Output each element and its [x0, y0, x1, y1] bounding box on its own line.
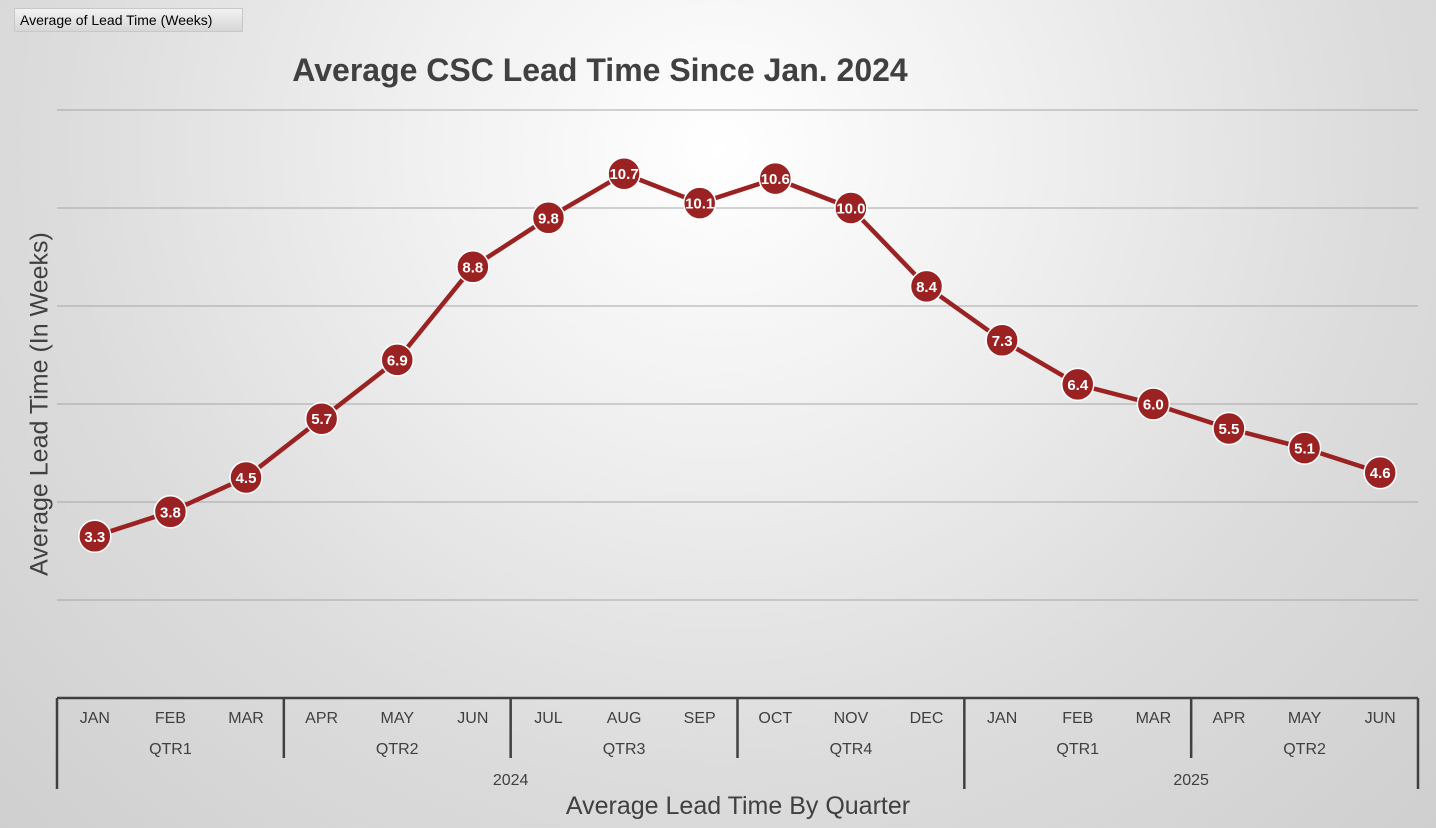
data-label: 10.0	[836, 201, 865, 218]
year-tick-label: 2025	[1173, 772, 1209, 789]
data-label: 4.5	[236, 470, 257, 487]
series-line-layer	[92, 171, 1383, 539]
data-label: 8.4	[916, 279, 938, 296]
data-point-marker	[1363, 455, 1397, 490]
month-tick-label: FEB	[155, 710, 186, 727]
month-tick-label: DEC	[910, 710, 944, 727]
gridlines	[57, 109, 1418, 601]
data-point-marker	[229, 460, 263, 495]
series-line	[92, 171, 1383, 539]
data-point-marker	[1136, 387, 1171, 421]
month-tick-label: MAR	[1136, 710, 1172, 727]
data-label: 8.8	[462, 259, 483, 276]
month-tick-label: JUN	[457, 710, 488, 727]
data-point-marker	[380, 343, 414, 377]
data-point-marker	[78, 519, 112, 554]
category-axis: JAN FEB MAR APR MAY JUN JUL AUG SEP OCT NOV DEC JAN F…	[55, 696, 1420, 789]
data-point-marker	[1212, 411, 1246, 446]
month-tick-label: APR	[1213, 710, 1246, 727]
data-point-marker	[834, 191, 868, 225]
month-tick-label: JAN	[987, 710, 1017, 727]
data-label: 9.8	[538, 210, 559, 227]
month-tick-label: JUN	[1365, 710, 1396, 727]
data-label: 5.5	[1219, 421, 1240, 438]
month-tick-label: NOV	[834, 710, 869, 727]
data-point-marker	[909, 269, 944, 304]
data-point-marker	[456, 250, 490, 284]
data-point-marker	[607, 156, 641, 191]
month-tick-label: OCT	[758, 710, 792, 727]
data-point-marker	[1061, 367, 1095, 402]
data-label: 10.1	[685, 196, 714, 213]
data-label: 5.1	[1294, 441, 1315, 458]
data-point-marker	[758, 161, 793, 196]
field-button-average-lead-time[interactable]: Average of Lead Time (Weeks)	[14, 8, 243, 32]
quarter-tick-label: QTR3	[603, 741, 646, 758]
x-axis-title: Average Lead Time By Quarter	[565, 792, 911, 820]
data-point-marker	[153, 495, 188, 529]
quarter-tick-label: QTR2	[376, 741, 419, 758]
data-label: 10.6	[761, 171, 790, 188]
month-tick-label: APR	[305, 710, 338, 727]
month-tick-label: JAN	[80, 710, 110, 727]
data-label: 5.7	[311, 411, 332, 428]
month-tick-label: SEP	[684, 710, 716, 727]
data-label: 3.8	[160, 504, 181, 521]
data-label: 3.3	[84, 529, 105, 546]
month-tick-label: MAR	[228, 710, 264, 727]
month-tick-label: AUG	[607, 710, 642, 727]
quarter-tick-label: QTR4	[830, 741, 873, 758]
month-tick-label: FEB	[1062, 710, 1093, 727]
data-point-marker	[985, 323, 1019, 358]
month-tick-label: MAY	[1288, 710, 1322, 727]
chart-title: Average CSC Lead Time Since Jan. 2024	[292, 52, 908, 88]
data-label: 6.4	[1067, 377, 1089, 394]
quarter-tick-label: QTR2	[1283, 741, 1326, 758]
month-tick-label: JUL	[534, 710, 563, 727]
data-label: 6.9	[387, 352, 408, 369]
year-tick-label: 2024	[493, 772, 529, 789]
quarter-tick-label: QTR1	[1056, 741, 1099, 758]
data-label: 7.3	[992, 333, 1013, 350]
data-label: 10.7	[609, 166, 638, 183]
data-points: 3.3 3.8 4.5 5.7 6.9 8.8 9.8 10.7 10.1 10.6 10.0 8.4…	[78, 156, 1397, 554]
data-point-marker	[1287, 431, 1322, 465]
quarter-tick-label: QTR1	[149, 741, 192, 758]
month-tick-label: MAY	[381, 710, 415, 727]
data-point-marker	[682, 186, 717, 220]
data-point-marker	[304, 401, 339, 436]
data-point-marker	[531, 201, 566, 235]
data-label: 6.0	[1143, 397, 1164, 414]
data-label: 4.6	[1370, 465, 1391, 482]
